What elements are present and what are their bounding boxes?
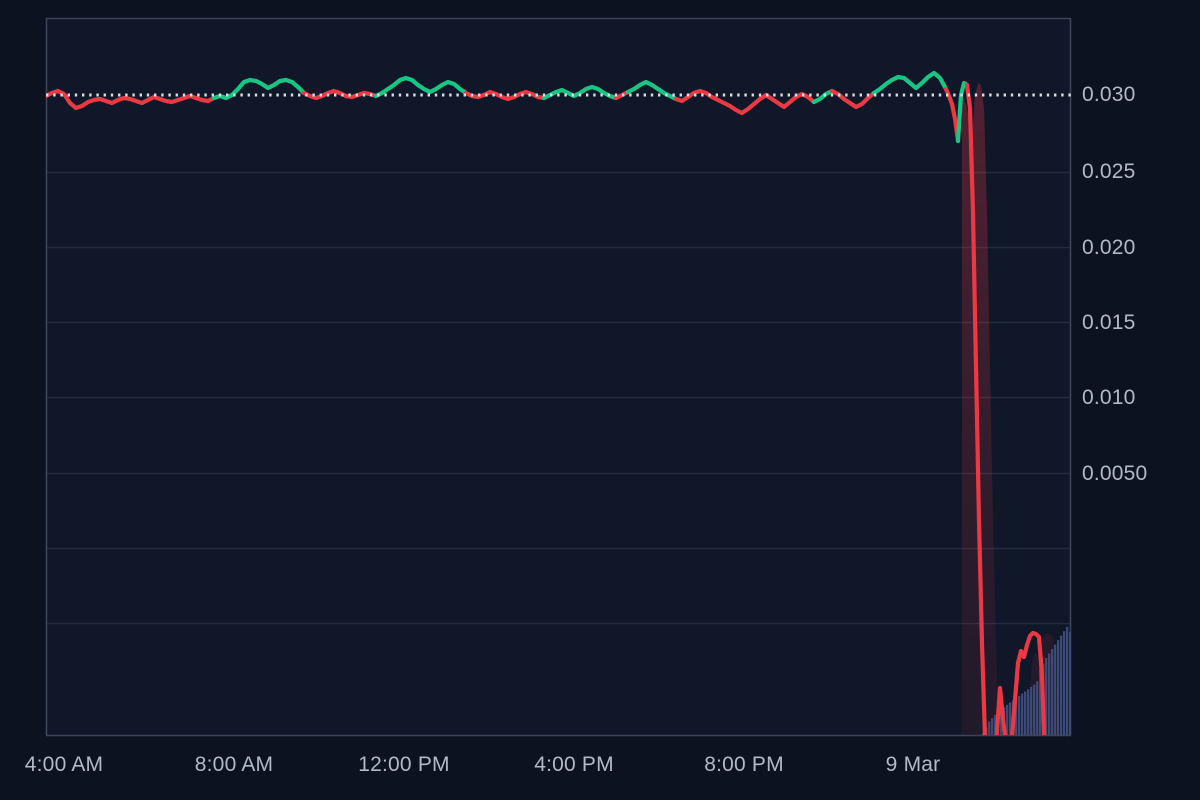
- y-tick-label-1: 0.025: [1082, 160, 1136, 183]
- price-area-fill: [962, 83, 1071, 735]
- y-tick-label-3: 0.015: [1082, 311, 1136, 334]
- x-tick-label-4: 8:00 PM: [704, 753, 784, 776]
- y-tick-label-5: 0.0050: [1082, 462, 1148, 485]
- axis-lines: [45, 17, 1072, 737]
- y-tick-label-2: 0.020: [1082, 236, 1136, 259]
- x-tick-label-3: 4:00 PM: [534, 753, 614, 776]
- y-tick-label-4: 0.010: [1082, 386, 1136, 409]
- y-tick-label-0: 0.030: [1082, 83, 1136, 106]
- x-tick-label-0: 4:00 AM: [24, 753, 104, 776]
- x-tick-label-1: 8:00 AM: [194, 753, 274, 776]
- gridlines: [46, 171, 1071, 625]
- plot-background: [46, 18, 1071, 735]
- x-tick-label-5: 9 Mar: [885, 753, 941, 776]
- x-tick-label-2: 12:00 PM: [358, 753, 450, 776]
- price-line: [46, 70, 1047, 735]
